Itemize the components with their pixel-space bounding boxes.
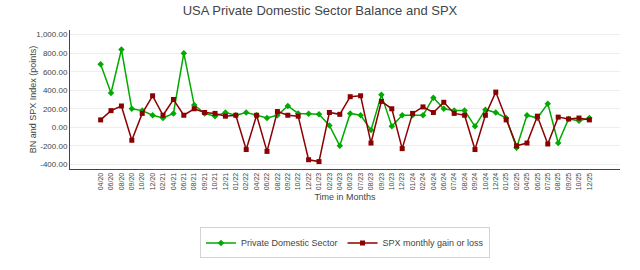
svg-text:04/20: 04/20: [97, 173, 104, 191]
svg-text:12/23: 12/23: [398, 173, 405, 191]
svg-text:09/22: 09/22: [284, 173, 291, 191]
svg-text:04/25: 04/25: [523, 173, 530, 191]
svg-text:-400.00: -400.00: [40, 160, 68, 169]
svg-text:02/22: 02/22: [242, 173, 249, 191]
svg-text:600.00: 600.00: [43, 68, 68, 77]
svg-text:09/23: 09/23: [378, 173, 385, 191]
svg-text:09/25: 09/25: [565, 173, 572, 191]
svg-text:12/20: 12/20: [149, 173, 156, 191]
svg-text:-200.00: -200.00: [40, 142, 68, 151]
svg-text:200.00: 200.00: [43, 105, 68, 114]
svg-text:10/24: 10/24: [482, 173, 489, 191]
svg-text:08/23: 08/23: [367, 173, 374, 191]
svg-text:01/24: 01/24: [409, 173, 416, 191]
svg-text:12/21: 12/21: [222, 173, 229, 191]
svg-text:08/25: 08/25: [554, 173, 561, 191]
svg-text:08/22: 08/22: [274, 173, 281, 191]
svg-text:0.00: 0.00: [52, 123, 68, 132]
svg-text:10/21: 10/21: [211, 173, 218, 191]
svg-text:10/23: 10/23: [388, 173, 395, 191]
svg-text:01/22: 01/22: [232, 173, 239, 191]
svg-text:SPX monthly gain or loss: SPX monthly gain or loss: [383, 238, 484, 248]
svg-text:Private Domestic Sector: Private Domestic Sector: [241, 238, 338, 248]
svg-text:06/25: 06/25: [534, 173, 541, 191]
svg-text:02/21: 02/21: [159, 173, 166, 191]
svg-text:08/20: 08/20: [118, 173, 125, 191]
svg-text:12/25: 12/25: [586, 173, 593, 191]
svg-text:BN and SPX Index (points): BN and SPX Index (points): [28, 46, 38, 154]
svg-text:1,000.00: 1,000.00: [36, 30, 68, 39]
svg-text:02/23: 02/23: [326, 173, 333, 191]
svg-text:Time in Months: Time in Months: [314, 192, 376, 202]
svg-text:07/24: 07/24: [450, 173, 457, 191]
svg-text:06/24: 06/24: [440, 173, 447, 191]
svg-text:12/22: 12/22: [305, 173, 312, 191]
svg-text:06/20: 06/20: [107, 173, 114, 191]
svg-text:04/23: 04/23: [336, 173, 343, 191]
svg-text:10/22: 10/22: [294, 173, 301, 191]
svg-text:06/22: 06/22: [263, 173, 270, 191]
svg-text:12/24: 12/24: [492, 173, 499, 191]
svg-text:02/24: 02/24: [419, 173, 426, 191]
svg-text:10/25: 10/25: [575, 173, 582, 191]
svg-text:07/23: 07/23: [357, 173, 364, 191]
svg-text:06/21: 06/21: [180, 173, 187, 191]
svg-text:10/20: 10/20: [138, 173, 145, 191]
svg-text:800.00: 800.00: [43, 49, 68, 58]
svg-text:09/21: 09/21: [201, 173, 208, 191]
svg-text:09/24: 09/24: [471, 173, 478, 191]
svg-text:04/24: 04/24: [430, 173, 437, 191]
svg-text:08/21: 08/21: [190, 173, 197, 191]
svg-text:09/20: 09/20: [128, 173, 135, 191]
svg-text:USA Private Domestic Sector Ba: USA Private Domestic Sector Balance and …: [183, 3, 458, 18]
svg-text:08/24: 08/24: [461, 173, 468, 191]
svg-text:400.00: 400.00: [43, 86, 68, 95]
svg-text:04/22: 04/22: [253, 173, 260, 191]
svg-text:04/21: 04/21: [170, 173, 177, 191]
svg-text:02/25: 02/25: [513, 173, 520, 191]
svg-text:01/23: 01/23: [315, 173, 322, 191]
svg-text:07/25: 07/25: [544, 173, 551, 191]
svg-text:01/25: 01/25: [502, 173, 509, 191]
svg-text:06/23: 06/23: [346, 173, 353, 191]
